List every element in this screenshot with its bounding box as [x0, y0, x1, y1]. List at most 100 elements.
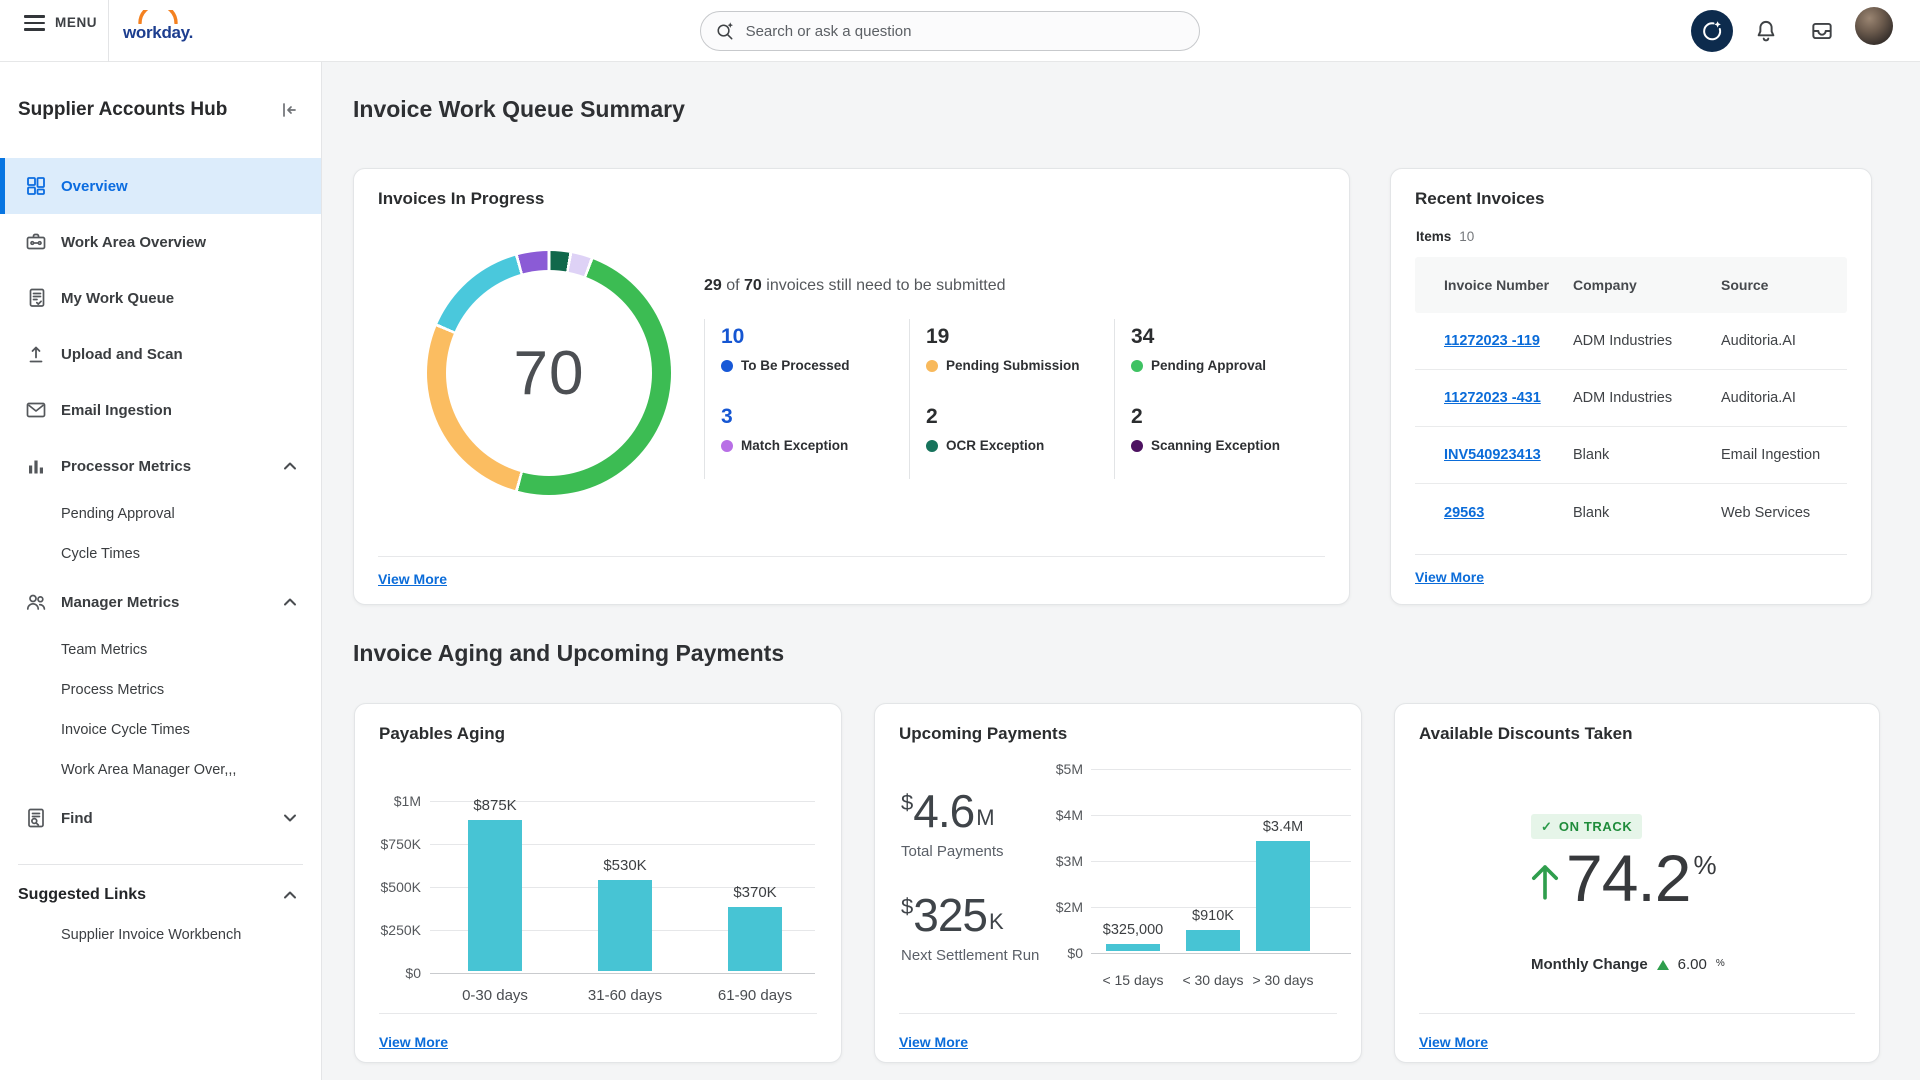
card-divider [378, 556, 1325, 557]
sidebar-item-pending-approval[interactable]: Pending Approval [61, 506, 175, 522]
sidebar-item-work-area-manager-overview[interactable]: Work Area Manager Over,,, [61, 762, 237, 778]
sidebar-item-upload-and-scan[interactable]: Upload and Scan [0, 326, 321, 382]
view-more-link[interactable]: View More [1419, 1034, 1488, 1050]
stat-pending-approval[interactable]: 34 Pending Approval [1114, 319, 1319, 399]
payables-aging-card: Payables Aging $1M $750K $500K $250K $0 … [354, 703, 842, 1063]
chevron-up-icon [284, 598, 296, 606]
upload-icon [29, 346, 43, 363]
bar-column: $875K [435, 797, 555, 971]
bell-icon [1757, 20, 1775, 42]
sidebar-item-overview[interactable]: Overview [0, 158, 321, 214]
y-axis-tick: $0 [1067, 945, 1083, 961]
bar-lt-15-days[interactable] [1106, 944, 1160, 951]
table-header: Invoice Number Company Source [1415, 257, 1847, 313]
sidebar-collapse-button[interactable] [279, 100, 299, 120]
sidebar-item-work-area-overview[interactable]: Work Area Overview [0, 214, 321, 270]
x-axis-label: < 15 days [1102, 972, 1164, 988]
invoice-number-link[interactable]: 11272023 -431 [1444, 390, 1541, 406]
x-axis-label: 61-90 days [717, 987, 793, 1004]
trend-up-arrow-icon [1531, 865, 1559, 900]
total-payments-kpi: $ 4.6 M Total Payments [901, 785, 1004, 860]
discounts-kpi: 74.2 % [1528, 843, 1717, 913]
sidebar: Supplier Accounts Hub Overview [0, 62, 322, 1080]
card-title: Upcoming Payments [899, 724, 1068, 743]
sidebar-item-find[interactable]: Find [0, 790, 321, 846]
y-axis-tick: $1M [393, 793, 421, 809]
bar-61-90-days[interactable] [728, 907, 782, 971]
sidebar-item-manager-metrics[interactable]: Manager Metrics [0, 574, 321, 630]
stat-pending-submission[interactable]: 19 Pending Submission [909, 319, 1114, 399]
invoices-summary-text: 29 of 70 invoices still need to be submi… [704, 277, 1006, 294]
on-track-badge: ✓ ON TRACK [1531, 814, 1643, 839]
invoice-number-link[interactable]: 11272023 -119 [1444, 333, 1540, 349]
search-bar[interactable] [700, 11, 1200, 51]
invoice-number-link[interactable]: 29563 [1444, 504, 1485, 521]
chevron-down-icon [284, 814, 296, 822]
status-dot [926, 439, 938, 452]
view-more-link[interactable]: View More [379, 1034, 448, 1050]
sidebar-title: Supplier Accounts Hub [18, 99, 228, 120]
workday-logo[interactable]: workday. [122, 10, 194, 43]
sidebar-item-my-work-queue[interactable]: My Work Queue [0, 270, 321, 326]
sidebar-item-process-metrics[interactable]: Process Metrics [61, 682, 165, 698]
section-title-aging: Invoice Aging and Upcoming Payments [353, 640, 785, 666]
invoices-donut-chart[interactable]: 70 [427, 251, 671, 495]
y-axis-tick: $0 [405, 965, 421, 981]
x-axis-label: > 30 days [1252, 972, 1314, 988]
y-axis-tick: $5M [1055, 761, 1083, 777]
briefcase-icon [26, 233, 46, 250]
profile-avatar[interactable] [1855, 7, 1893, 45]
status-dot [721, 439, 733, 452]
inbox-tray-icon [1812, 22, 1832, 40]
bar-value-label: $325,000 [1102, 922, 1164, 938]
find-document-icon [28, 808, 44, 828]
bar-lt-30-days[interactable] [1186, 930, 1240, 951]
bar-column: $370K [695, 884, 815, 971]
sidebar-item-cycle-times[interactable]: Cycle Times [61, 546, 140, 562]
menu-label: MENU [55, 15, 98, 31]
dashboard-grid-icon [27, 177, 45, 195]
status-dot [1131, 439, 1143, 452]
sidebar-item-supplier-invoice-workbench[interactable]: Supplier Invoice Workbench [61, 927, 242, 943]
suggested-links-header[interactable]: Suggested Links [0, 875, 321, 915]
topbar-divider [108, 0, 109, 62]
check-icon: ✓ [1541, 818, 1552, 834]
recent-invoices-table: Invoice Number Company Source 11272023 -… [1415, 257, 1847, 541]
view-more-link[interactable]: View More [1415, 569, 1484, 585]
table-row: INV540923413 Blank Email Ingestion [1415, 427, 1847, 484]
collapse-panel-icon [283, 103, 296, 117]
bar-column: $910K [1163, 908, 1263, 951]
view-more-link[interactable]: View More [899, 1034, 968, 1050]
x-axis-label: < 30 days [1182, 972, 1244, 988]
stat-match-exception[interactable]: 3 Match Exception [704, 399, 909, 479]
card-title: Payables Aging [379, 724, 505, 743]
card-title: Invoices In Progress [378, 189, 545, 208]
inbox-tray-button[interactable] [1808, 17, 1836, 45]
search-input[interactable] [745, 22, 1185, 40]
view-more-link[interactable]: View More [378, 571, 447, 587]
status-dot [1131, 359, 1143, 372]
stat-ocr-exception[interactable]: 2 OCR Exception [909, 399, 1114, 479]
invoice-number-link[interactable]: INV540923413 [1444, 447, 1541, 463]
bar-gt-30-days[interactable] [1256, 841, 1310, 951]
next-settlement-run-kpi: $ 325 K Next Settlement Run [901, 889, 1040, 964]
sidebar-nav: Overview Work Area Overview My Work Qu [0, 158, 321, 955]
sidebar-item-processor-metrics[interactable]: Processor Metrics [0, 438, 321, 494]
stat-scanning-exception[interactable]: 2 Scanning Exception [1114, 399, 1319, 479]
monthly-change-row: Monthly Change 6.00 % [1531, 956, 1725, 973]
hamburger-icon [24, 15, 45, 31]
bar-0-30-days[interactable] [468, 820, 522, 971]
sidebar-item-team-metrics[interactable]: Team Metrics [61, 642, 148, 658]
stat-to-be-processed[interactable]: 10 To Be Processed [704, 319, 909, 399]
menu-button[interactable]: MENU [24, 15, 97, 31]
sidebar-item-invoice-cycle-times[interactable]: Invoice Cycle Times [61, 722, 190, 738]
bar-value-label: $3.4M [1262, 819, 1304, 835]
assistant-button[interactable] [1691, 10, 1733, 52]
sidebar-item-email-ingestion[interactable]: Email Ingestion [0, 382, 321, 438]
bar-31-60-days[interactable] [598, 880, 652, 971]
y-axis-tick: $500K [380, 879, 421, 895]
x-axis-label: 31-60 days [587, 987, 663, 1004]
chevron-up-icon [284, 891, 296, 899]
y-axis-tick: $4M [1055, 807, 1083, 823]
notifications-button[interactable] [1752, 17, 1780, 45]
